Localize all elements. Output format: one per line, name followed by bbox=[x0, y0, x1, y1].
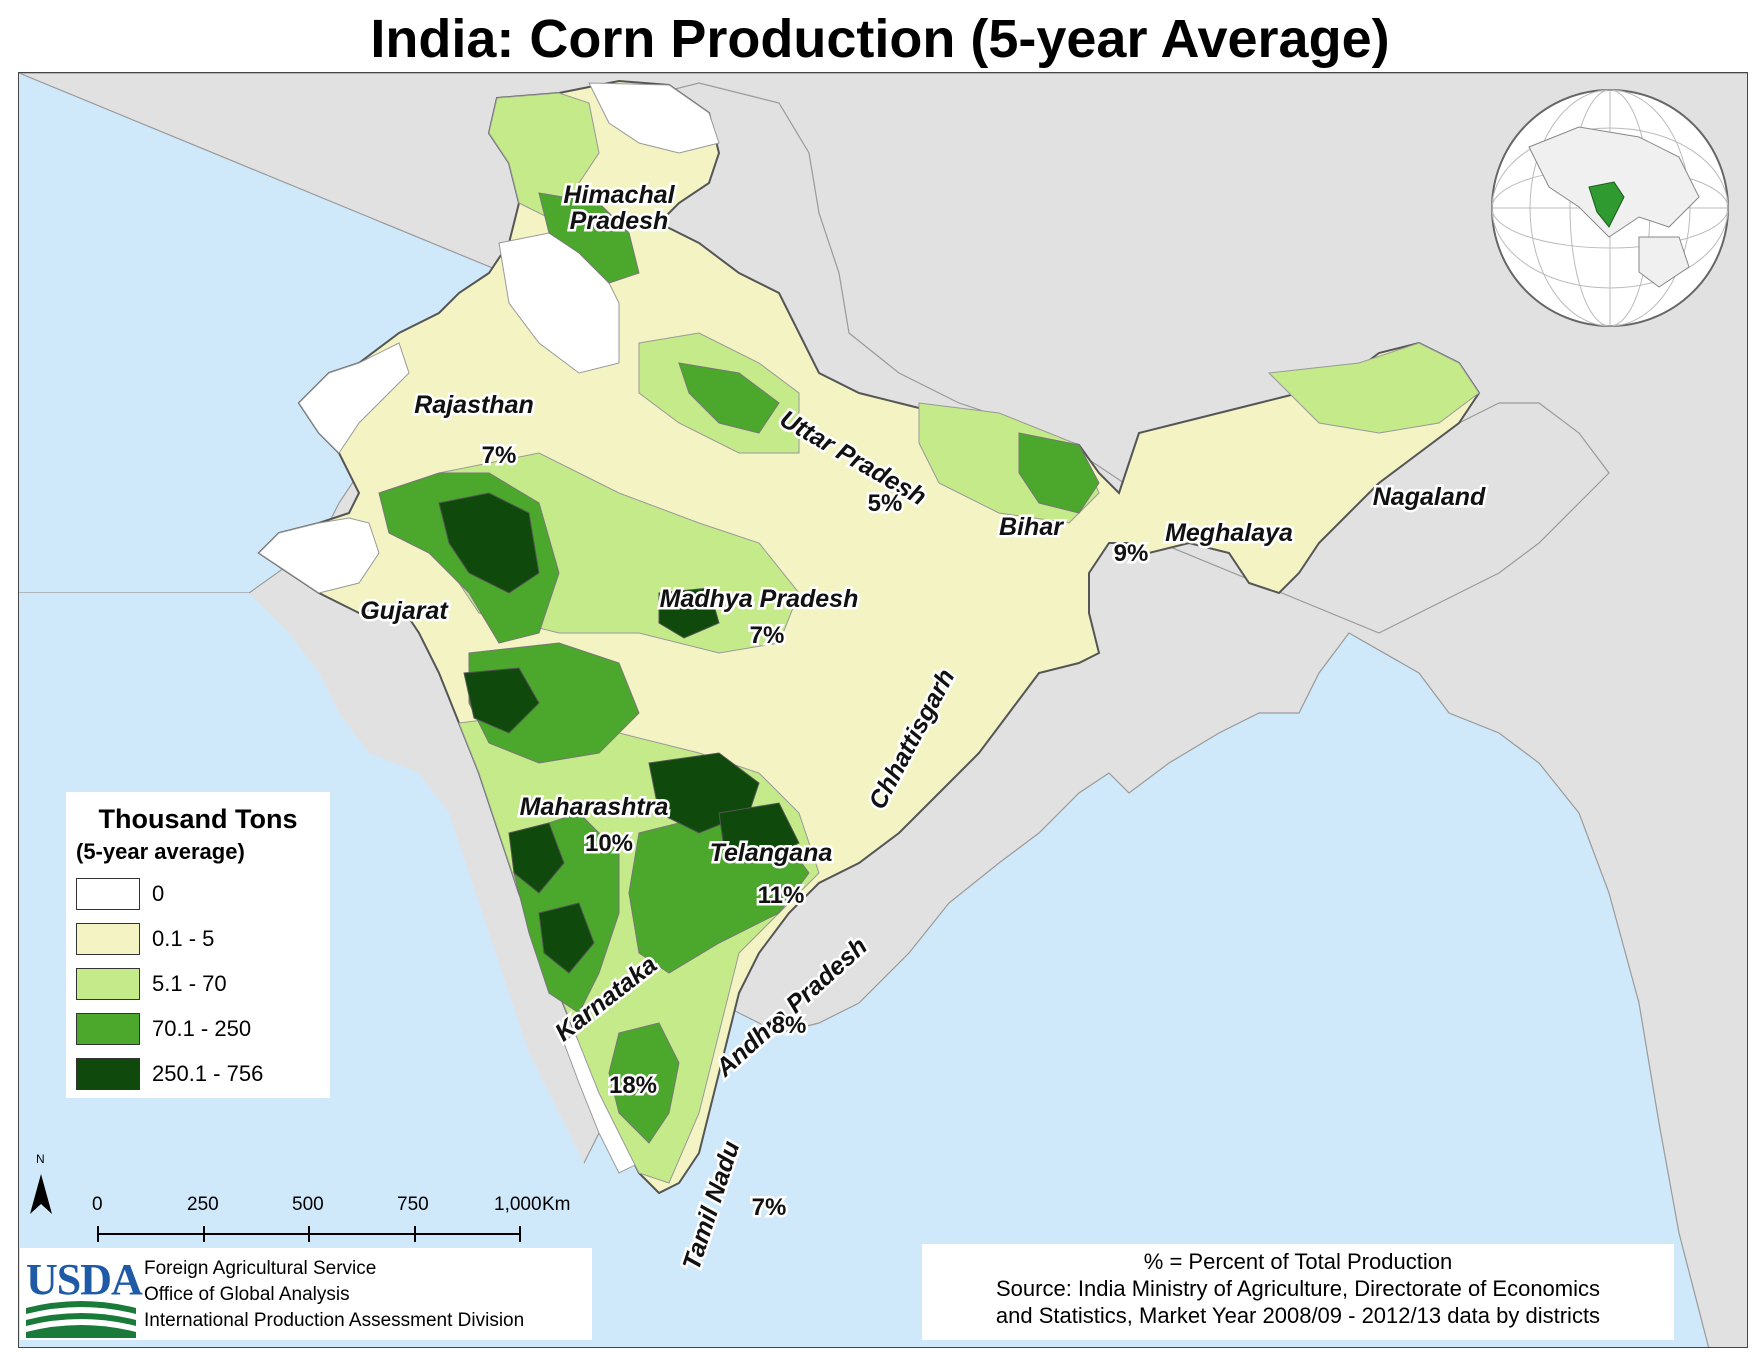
region-percent: 11% bbox=[758, 882, 805, 909]
credit-line: Foreign Agricultural Service bbox=[144, 1258, 377, 1279]
map-frame: Himachal Pradesh Rajasthan 7% Uttar Pradesh 5… bbox=[18, 72, 1748, 1348]
region-percent: 5% bbox=[868, 490, 903, 517]
legend-swatch bbox=[76, 923, 140, 955]
scale-tick-label: 500 bbox=[292, 1194, 324, 1215]
zone-dark-green-mp bbox=[438, 492, 540, 594]
scale-tick-label: 0 bbox=[92, 1194, 103, 1215]
region-label: Telangana bbox=[710, 839, 833, 867]
source-line: and Statistics, Market Year 2008/09 - 20… bbox=[995, 1303, 1601, 1328]
map-legend: Thousand Tons (5-year average) 0 0.1 - 5… bbox=[66, 792, 330, 1098]
zone-zero-rajasthan bbox=[298, 342, 410, 454]
region-percent: 7% bbox=[750, 622, 785, 649]
map-title: India: Corn Production (5-year Average) bbox=[370, 9, 1390, 69]
zone-dark-green-andhra bbox=[718, 802, 800, 864]
legend-item: 250.1 - 756 bbox=[76, 1058, 322, 1090]
legend-subtitle: (5-year average) bbox=[76, 839, 245, 864]
zone-medium-green-tamilnadu bbox=[608, 1022, 680, 1144]
legend-label: 0.1 - 5 bbox=[152, 926, 215, 951]
region-label: Madhya Pradesh bbox=[660, 585, 859, 613]
scale-bar-graphic bbox=[30, 1174, 521, 1242]
region-label: Gujarat bbox=[360, 597, 449, 625]
region-percent: 9% bbox=[1114, 540, 1149, 567]
credit-line: International Production Assessment Divi… bbox=[144, 1310, 525, 1331]
north-arrow-icon bbox=[30, 1174, 52, 1214]
legend-label: 250.1 - 756 bbox=[152, 1061, 264, 1086]
credit-line: Office of Global Analysis bbox=[144, 1284, 350, 1305]
zone-dark-green-karnataka bbox=[508, 822, 565, 894]
region-label: Meghalaya bbox=[1165, 519, 1293, 547]
legend-item: 0 bbox=[76, 878, 322, 910]
zone-dark-green-karnataka-south bbox=[538, 902, 595, 974]
region-percent: 18% bbox=[609, 1072, 657, 1099]
usda-logo-text: USDA bbox=[26, 1255, 143, 1304]
credits-box: USDA Foreign Agricultural Service Office… bbox=[20, 1248, 592, 1340]
arabian-sea bbox=[19, 593, 659, 1347]
legend-label: 70.1 - 250 bbox=[152, 1016, 252, 1041]
source-line: % = Percent of Total Production bbox=[1143, 1249, 1453, 1274]
usda-logo: USDA bbox=[26, 1254, 143, 1338]
legend-swatch bbox=[76, 1058, 140, 1090]
legend-item: 0.1 - 5 bbox=[76, 923, 322, 955]
scale-tick-label: 1,000 bbox=[494, 1194, 542, 1215]
region-label: Rajasthan bbox=[414, 391, 533, 419]
region-percent: 7% bbox=[482, 442, 517, 469]
legend-label: 5.1 - 70 bbox=[152, 971, 227, 996]
region-percent: 8% bbox=[772, 1012, 807, 1039]
legend-swatch bbox=[76, 968, 140, 1000]
zone-light-green-east bbox=[1267, 342, 1480, 434]
scale-tick-label: 250 bbox=[187, 1194, 219, 1215]
scale-unit-label: Km bbox=[542, 1194, 571, 1215]
zone-medium-green-himachal bbox=[538, 192, 640, 284]
source-box: % = Percent of Total Production Source: … bbox=[922, 1244, 1674, 1340]
region-label: Maharashtra bbox=[520, 793, 669, 821]
source-line: Source: India Ministry of Agriculture, D… bbox=[995, 1276, 1601, 1301]
zone-zero-kashmir bbox=[588, 82, 720, 154]
legend-title: Thousand Tons bbox=[98, 804, 298, 834]
region-percent: 10% bbox=[585, 830, 633, 857]
bay-of-bengal bbox=[799, 763, 1689, 1347]
usda-logo-mark bbox=[26, 1301, 136, 1338]
globe-australia bbox=[1638, 236, 1690, 288]
zone-dark-green-mp-east bbox=[658, 587, 720, 639]
region-label: Bihar bbox=[999, 513, 1064, 541]
zone-medium-green-bihar bbox=[1018, 432, 1100, 514]
legend-label: 0 bbox=[152, 881, 165, 906]
region-label: Himachal Pradesh bbox=[563, 181, 675, 235]
zone-medium-green-up bbox=[678, 362, 780, 434]
region-label: Nagaland bbox=[1373, 483, 1486, 511]
scale-tick-label: 750 bbox=[397, 1194, 429, 1215]
legend-swatch bbox=[76, 1013, 140, 1045]
scale-bar: N 0 250 500 750 1,000 Km bbox=[24, 1152, 584, 1244]
legend-item: 5.1 - 70 bbox=[76, 968, 322, 1000]
zone-zero-gujarat bbox=[258, 517, 380, 594]
legend-item: 70.1 - 250 bbox=[76, 1013, 322, 1045]
region-percent: 7% bbox=[752, 1194, 787, 1221]
zone-dark-green-maharashtra bbox=[463, 667, 540, 734]
locator-globe bbox=[1491, 89, 1729, 327]
north-arrow-label: N bbox=[36, 1152, 45, 1166]
globe-india bbox=[1588, 181, 1625, 228]
legend-swatch bbox=[76, 878, 140, 910]
